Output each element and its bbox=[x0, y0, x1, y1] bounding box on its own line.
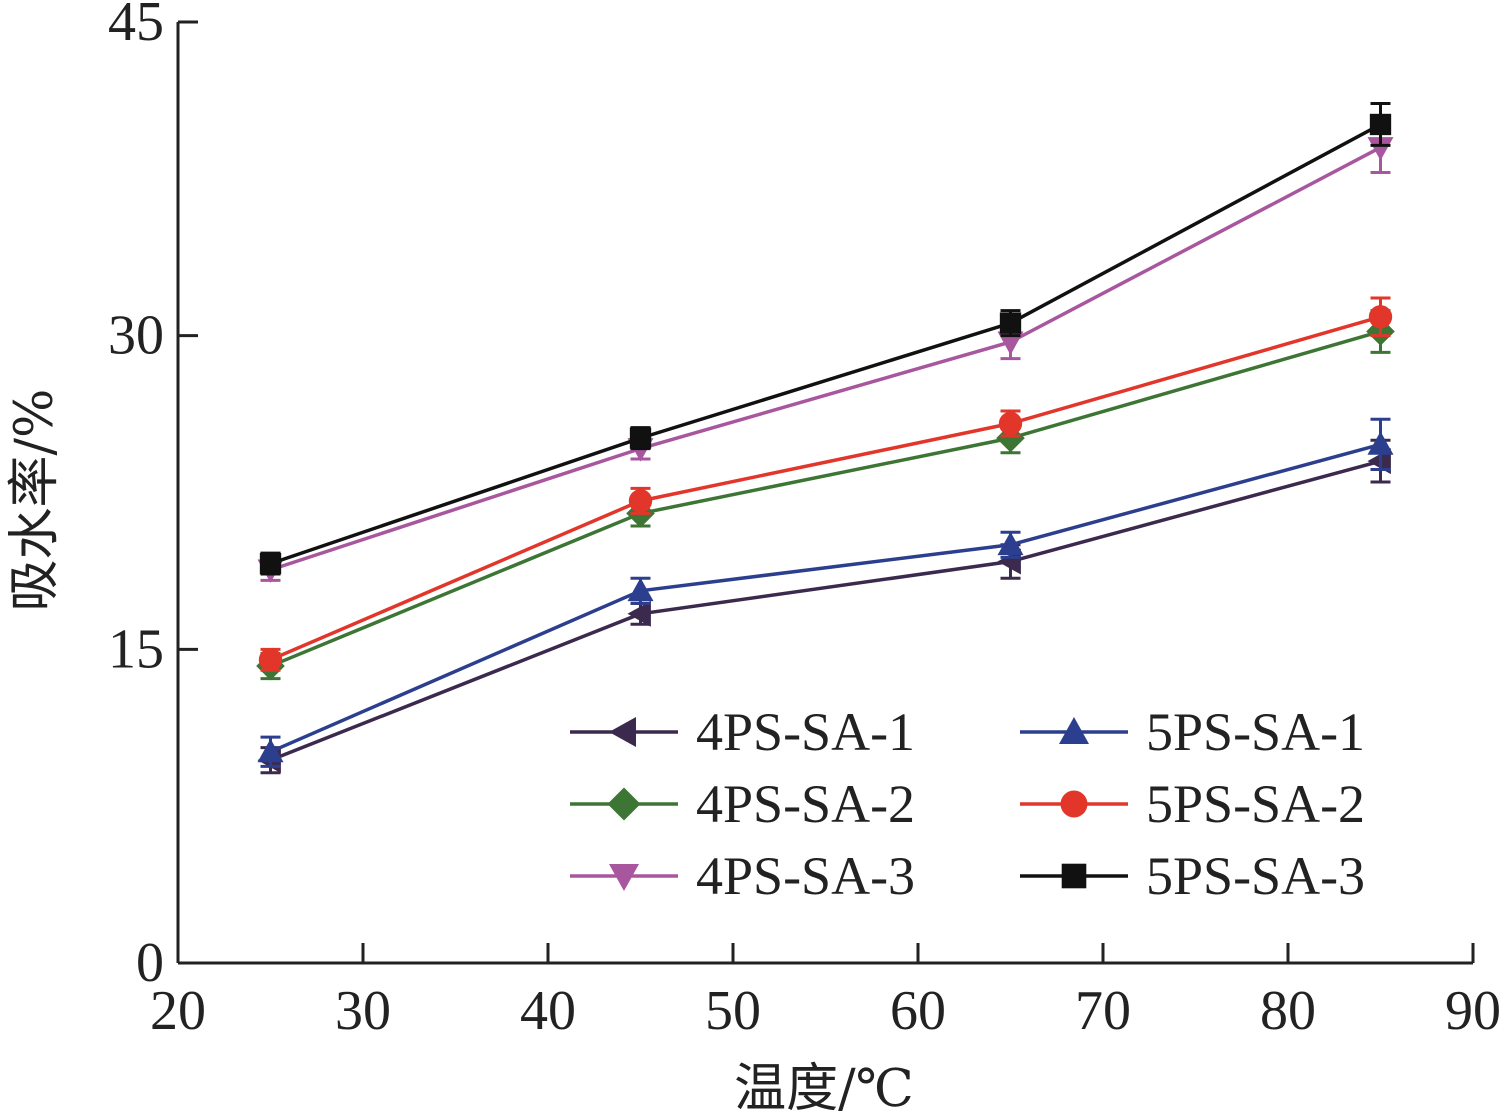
legend-item-5PS-SA-3: 5PS-SA-3 bbox=[1020, 846, 1365, 906]
y-axis-title: 吸水率/% bbox=[5, 389, 65, 612]
x-tick-label: 70 bbox=[1075, 980, 1131, 1042]
legend-marker bbox=[608, 788, 641, 821]
data-point bbox=[1370, 114, 1391, 135]
data-point bbox=[1369, 305, 1392, 328]
legend-item-4PS-SA-3: 4PS-SA-3 bbox=[570, 846, 915, 906]
x-tick-label: 40 bbox=[520, 980, 576, 1042]
data-point bbox=[260, 553, 281, 574]
legend-label: 5PS-SA-1 bbox=[1146, 702, 1365, 762]
legend-marker bbox=[1061, 791, 1088, 818]
chart: 20 30 40 50 60 70 80 90 0 15 30 45 4PS-SA-1 4PS-SA-2… bbox=[0, 0, 1503, 1117]
legend-item-5PS-SA-2: 5PS-SA-2 bbox=[1020, 774, 1365, 834]
legend-item-5PS-SA-1: 5PS-SA-1 bbox=[1020, 702, 1365, 762]
y-tick-label: 45 bbox=[108, 0, 164, 53]
legend-marker bbox=[1062, 864, 1087, 889]
x-axis-title: 温度/℃ bbox=[734, 1059, 914, 1117]
x-tick-label: 80 bbox=[1260, 980, 1316, 1042]
x-tick-label: 30 bbox=[335, 980, 391, 1042]
series-4PS-SA-2 bbox=[256, 311, 1395, 681]
legend-item-4PS-SA-1: 4PS-SA-1 bbox=[570, 702, 915, 762]
series-layer bbox=[256, 104, 1395, 774]
x-tick-label: 90 bbox=[1445, 980, 1501, 1042]
legend-marker bbox=[609, 717, 636, 747]
y-tick-label: 0 bbox=[136, 932, 164, 994]
legend-label: 5PS-SA-2 bbox=[1146, 774, 1365, 834]
legend-label: 5PS-SA-3 bbox=[1146, 846, 1365, 906]
data-point bbox=[1000, 312, 1021, 333]
legend-label: 4PS-SA-2 bbox=[696, 774, 915, 834]
legend-item-4PS-SA-2: 4PS-SA-2 bbox=[570, 774, 915, 834]
series-5PS-SA-2 bbox=[259, 298, 1392, 671]
line-chart: 20 30 40 50 60 70 80 900153045 4PS-SA-14PS-SA-2… bbox=[0, 0, 1503, 1117]
legend: 4PS-SA-1 4PS-SA-2 4PS-SA-3 5PS-SA-1 5PS-SA-2… bbox=[570, 702, 1365, 906]
data-point bbox=[1368, 431, 1394, 454]
x-tick-label: 50 bbox=[705, 980, 761, 1042]
legend-label: 4PS-SA-1 bbox=[696, 702, 915, 762]
data-point bbox=[630, 427, 651, 448]
legend-label: 4PS-SA-3 bbox=[696, 846, 915, 906]
data-point bbox=[999, 412, 1022, 435]
x-tick-label: 60 bbox=[890, 980, 946, 1042]
series-4PS-SA-3 bbox=[258, 122, 1394, 582]
series-line bbox=[271, 124, 1381, 563]
y-tick-label: 30 bbox=[108, 305, 164, 367]
data-point bbox=[629, 489, 652, 512]
data-point bbox=[259, 648, 282, 671]
y-tick-label: 15 bbox=[108, 618, 164, 680]
